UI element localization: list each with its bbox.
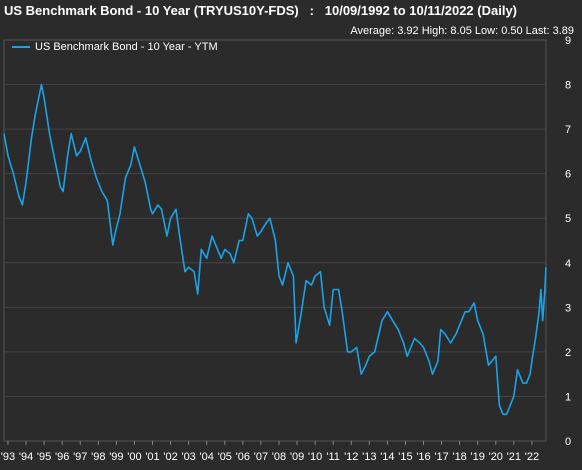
x-tick-label: '03 <box>181 451 195 463</box>
x-tick-label: '17 <box>434 451 448 463</box>
x-tick-label: '09 <box>290 451 304 463</box>
y-tick-label: 0 <box>565 436 571 448</box>
y-tick-label: 3 <box>565 302 571 314</box>
legend-swatch <box>12 46 30 48</box>
y-axis: 0 1 2 3 4 5 6 7 8 9 <box>565 35 571 448</box>
x-tick-label: '98 <box>91 451 105 463</box>
x-tick-label: '08 <box>272 451 286 463</box>
x-tick-label: '01 <box>145 451 159 463</box>
stat-last: Last: 3.89 <box>525 25 574 37</box>
x-tick-label: '99 <box>109 451 123 463</box>
x-tick-label: '14 <box>380 451 394 463</box>
y-tick-label: 8 <box>565 80 571 92</box>
y-tick-label: 6 <box>565 169 571 181</box>
x-axis: '93 '94 '95 '96 '97 '98 '99 '00 '01 '02 '03 '04 '05 '… <box>1 441 539 463</box>
x-tick-label: '07 <box>254 451 268 463</box>
x-tick-label: '18 <box>452 451 466 463</box>
x-tick-label: '21 <box>507 451 521 463</box>
x-tick-label: '04 <box>200 451 214 463</box>
stat-high: High: 8.05 <box>421 25 472 37</box>
x-tick-label: '96 <box>55 451 69 463</box>
x-tick-label: '06 <box>236 451 250 463</box>
y-tick-label: 7 <box>565 124 571 136</box>
x-tick-label: '05 <box>218 451 232 463</box>
x-tick-label: '97 <box>73 451 87 463</box>
series-line-0 <box>3 83 547 416</box>
stat-average: Average: 3.92 <box>350 25 419 37</box>
x-tick-label: '93 <box>1 451 15 463</box>
x-tick-label: '10 <box>308 451 322 463</box>
x-tick-label: '19 <box>471 451 485 463</box>
y-tick-label: 2 <box>565 347 571 359</box>
x-tick-label: '02 <box>163 451 177 463</box>
x-tick-label: '15 <box>398 451 412 463</box>
y-tick-label: 9 <box>565 35 571 47</box>
stat-low: Low: 0.50 <box>474 25 523 37</box>
y-tick-label: 5 <box>565 213 571 225</box>
chart-title: US Benchmark Bond - 10 Year (TRYUS10Y-FD… <box>4 3 517 18</box>
x-tick-label: '16 <box>416 451 430 463</box>
x-tick-label: '00 <box>127 451 141 463</box>
legend: US Benchmark Bond - 10 Year - YTM <box>12 41 218 53</box>
x-tick-label: '12 <box>344 451 358 463</box>
x-tick-label: '95 <box>37 451 51 463</box>
x-tick-label: '20 <box>489 451 503 463</box>
x-tick-label: '22 <box>525 451 539 463</box>
x-tick-label: '94 <box>19 451 33 463</box>
x-tick-label: '11 <box>326 451 340 463</box>
x-tick-label: '13 <box>362 451 376 463</box>
y-tick-label: 4 <box>565 258 571 270</box>
plot-frame <box>3 39 547 442</box>
y-tick-label: 1 <box>565 391 571 403</box>
series-layer <box>3 83 547 416</box>
chart-stats: Average: 3.92 High: 8.05 Low: 0.50 Last:… <box>350 25 574 37</box>
legend-label: US Benchmark Bond - 10 Year - YTM <box>35 41 218 53</box>
